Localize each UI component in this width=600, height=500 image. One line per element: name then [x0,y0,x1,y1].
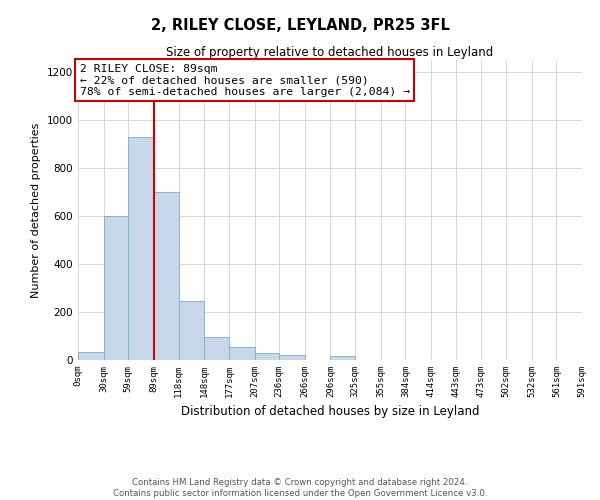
Bar [128,137,154,360]
X-axis label: Distribution of detached houses by size in Leyland: Distribution of detached houses by size … [181,406,479,418]
Bar [78,352,104,360]
Bar [104,216,128,360]
Text: 2 RILEY CLOSE: 89sqm
← 22% of detached houses are smaller (590)
78% of semi-deta: 2 RILEY CLOSE: 89sqm ← 22% of detached h… [80,64,410,97]
Bar [254,353,279,360]
Bar [331,356,355,360]
Text: 2, RILEY CLOSE, LEYLAND, PR25 3FL: 2, RILEY CLOSE, LEYLAND, PR25 3FL [151,18,449,32]
Title: Size of property relative to detached houses in Leyland: Size of property relative to detached ho… [166,46,494,59]
Bar [179,301,204,360]
Text: Contains HM Land Registry data © Crown copyright and database right 2024.
Contai: Contains HM Land Registry data © Crown c… [113,478,487,498]
Bar [229,347,254,360]
Bar [279,355,305,360]
Bar [204,337,229,360]
Y-axis label: Number of detached properties: Number of detached properties [31,122,41,298]
Bar [154,192,179,360]
